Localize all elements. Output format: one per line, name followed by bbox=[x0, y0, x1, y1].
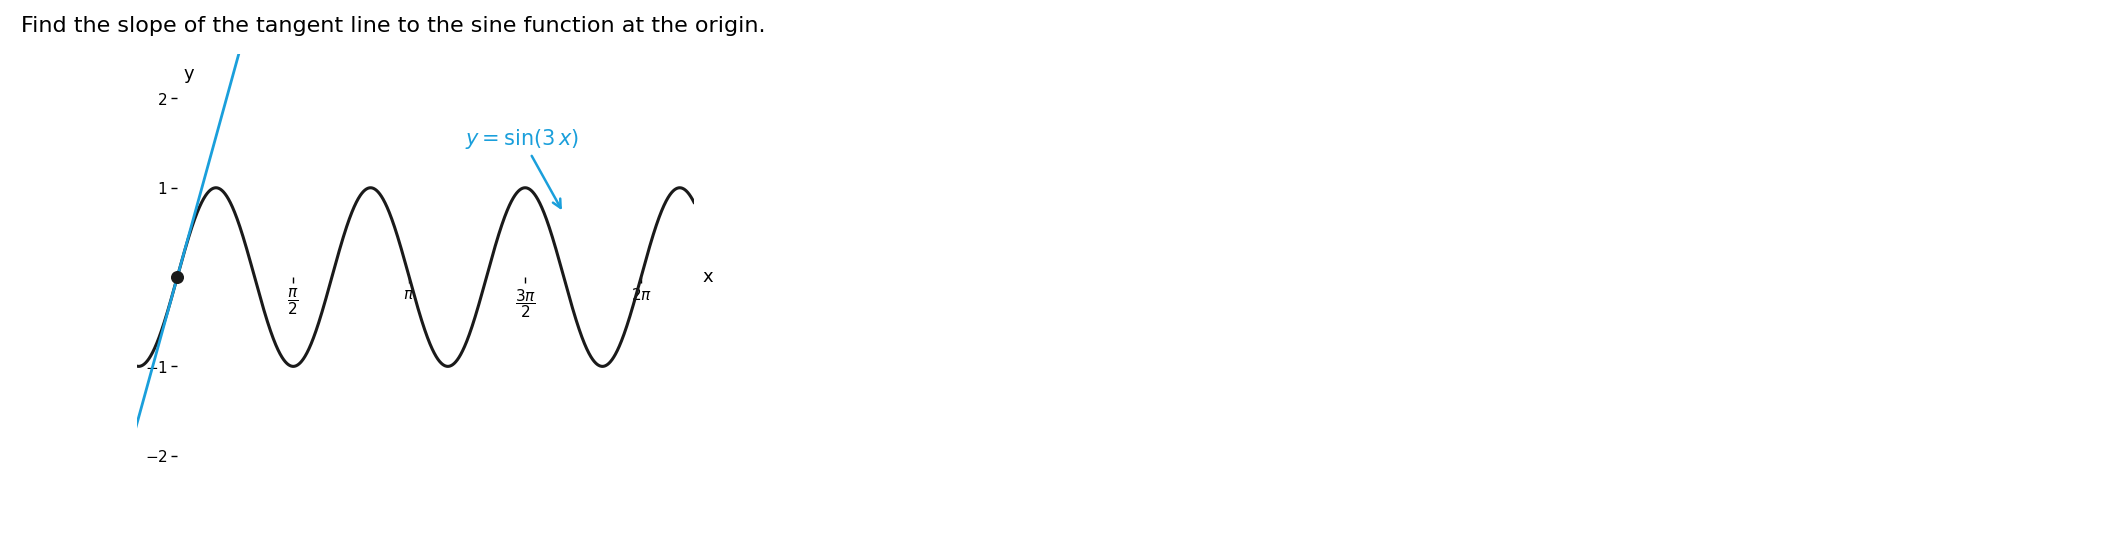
Text: x: x bbox=[702, 268, 713, 286]
Point bbox=[160, 273, 193, 281]
Text: y: y bbox=[183, 65, 193, 82]
Text: $y = \sin(3\,x)$: $y = \sin(3\,x)$ bbox=[465, 126, 578, 208]
Text: Find the slope of the tangent line to the sine function at the origin.: Find the slope of the tangent line to th… bbox=[21, 16, 765, 36]
